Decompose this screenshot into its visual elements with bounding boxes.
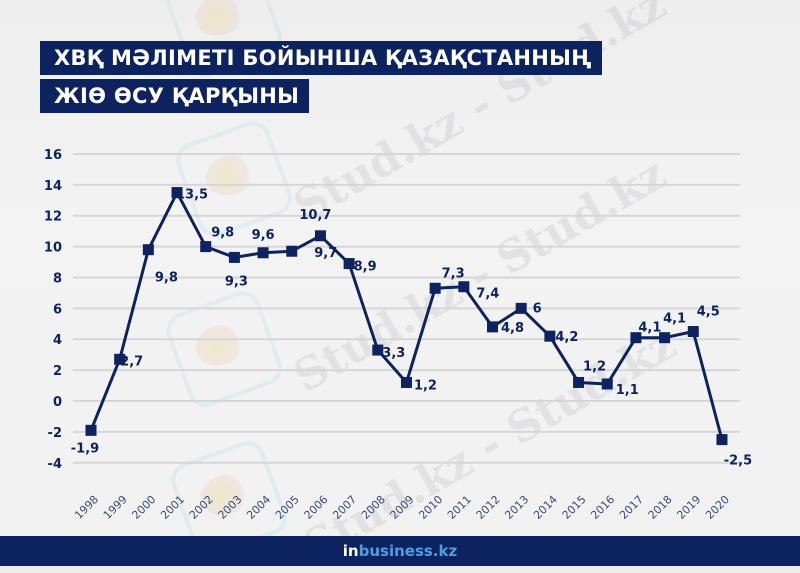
x-tick-label: 2012 bbox=[474, 493, 503, 522]
x-tick-label: 2018 bbox=[646, 493, 675, 522]
data-point-marker bbox=[171, 187, 183, 199]
data-point-marker bbox=[142, 244, 154, 256]
data-point-marker bbox=[286, 245, 298, 257]
data-point-marker bbox=[257, 247, 269, 259]
footer-bar: inbusiness.kz bbox=[0, 536, 800, 566]
data-label: 9,8 bbox=[155, 271, 178, 286]
x-tick-label: 2008 bbox=[359, 493, 388, 522]
data-label: -2,5 bbox=[724, 454, 752, 469]
data-point-markers bbox=[85, 187, 728, 446]
x-tick-label: 2020 bbox=[703, 493, 732, 522]
data-point-marker bbox=[400, 376, 412, 388]
y-tick-label: 12 bbox=[44, 210, 62, 225]
data-label: 9,7 bbox=[314, 246, 337, 261]
x-tick-label: 2004 bbox=[244, 493, 273, 522]
x-tick-label: 2019 bbox=[674, 493, 703, 522]
footer-brand-logo: inbusiness.kz bbox=[0, 542, 800, 560]
y-tick-label: 8 bbox=[53, 271, 62, 286]
data-point-marker bbox=[372, 344, 384, 356]
data-label: 1,2 bbox=[583, 359, 606, 374]
y-tick-label: 14 bbox=[44, 179, 62, 194]
data-label: 4,8 bbox=[501, 321, 524, 336]
data-point-marker bbox=[343, 258, 355, 270]
data-label: -1,9 bbox=[71, 441, 99, 456]
x-tick-label: 2007 bbox=[330, 493, 359, 522]
data-point-marker bbox=[85, 424, 97, 436]
data-label: 10,7 bbox=[299, 208, 331, 223]
data-label: 3,3 bbox=[382, 346, 405, 361]
data-label: 1,2 bbox=[414, 378, 437, 393]
data-label: 9,6 bbox=[252, 228, 275, 243]
data-point-marker bbox=[458, 281, 470, 293]
x-tick-label: 2005 bbox=[273, 493, 302, 522]
data-label: 4,1 bbox=[638, 321, 661, 336]
data-label: 8,9 bbox=[354, 260, 377, 275]
y-tick-label: 2 bbox=[53, 364, 62, 379]
x-tick-label: 2015 bbox=[560, 493, 589, 522]
x-tick-label: 1998 bbox=[72, 493, 101, 522]
x-tick-label: 2016 bbox=[588, 493, 617, 522]
data-label: 1,1 bbox=[616, 383, 639, 398]
data-label: 4,1 bbox=[663, 312, 686, 327]
data-point-marker bbox=[716, 434, 728, 446]
x-tick-label: 2014 bbox=[531, 493, 560, 522]
data-point-marker bbox=[687, 326, 699, 338]
data-point-marker bbox=[228, 251, 240, 263]
y-tick-label: 10 bbox=[44, 241, 62, 256]
chart-title-line-1: ХВҚ МӘЛІМЕТІ БОЙЫНША ҚАЗАҚСТАННЫҢ bbox=[40, 41, 602, 75]
x-tick-label: 2002 bbox=[187, 493, 216, 522]
data-point-marker bbox=[314, 230, 326, 242]
x-tick-label: 2001 bbox=[158, 493, 187, 522]
y-tick-label: -4 bbox=[48, 457, 62, 472]
x-tick-label: 2017 bbox=[617, 493, 646, 522]
chart-title-line-2: ЖІӨ ӨСУ ҚАРҚЫНЫ bbox=[40, 79, 310, 113]
data-label: 7,3 bbox=[442, 266, 465, 281]
data-point-marker bbox=[630, 332, 642, 344]
x-tick-label: 2009 bbox=[388, 493, 417, 522]
brand-prefix: in bbox=[342, 542, 359, 560]
data-point-marker bbox=[573, 376, 585, 388]
data-labels: -1,9 2,7 9,8 13,5 9,8 9,3 9,6 9,7 10,7 8,9 3,3 1,2 7… bbox=[71, 188, 752, 469]
y-tick-label: 4 bbox=[53, 333, 62, 348]
x-tick-label: 2000 bbox=[129, 493, 158, 522]
data-label: 7,4 bbox=[476, 287, 499, 302]
x-tick-label: 2010 bbox=[416, 493, 445, 522]
data-point-marker bbox=[487, 321, 499, 333]
y-tick-label: 6 bbox=[53, 302, 62, 317]
x-axis-ticks: 1998 1999 2000 2001 2002 2003 2004 2005 2006 2007… bbox=[72, 493, 732, 522]
data-point-marker bbox=[659, 332, 671, 344]
data-point-marker bbox=[515, 302, 527, 314]
data-label: 9,3 bbox=[225, 274, 248, 289]
y-tick-label: 0 bbox=[53, 395, 62, 410]
data-label: 9,8 bbox=[211, 226, 234, 241]
data-point-marker bbox=[544, 330, 556, 342]
brand-name: business.kz bbox=[358, 542, 458, 560]
data-point-marker bbox=[429, 282, 441, 294]
gridlines bbox=[73, 152, 740, 464]
data-label: 6 bbox=[533, 301, 542, 316]
data-point-marker bbox=[601, 378, 613, 390]
data-label: 4,5 bbox=[697, 305, 720, 320]
data-label: 13,5 bbox=[176, 188, 208, 203]
x-tick-label: 2006 bbox=[302, 493, 331, 522]
y-tick-label: 16 bbox=[44, 148, 62, 163]
x-tick-label: 2013 bbox=[502, 493, 531, 522]
x-tick-label: 2003 bbox=[216, 493, 245, 522]
x-tick-label: 1999 bbox=[101, 493, 130, 522]
y-axis-ticks: 16 14 12 10 8 6 4 2 0 -2 -4 bbox=[44, 148, 62, 472]
y-tick-label: -2 bbox=[48, 426, 62, 441]
data-label: 2,7 bbox=[120, 354, 143, 369]
gdp-growth-line bbox=[89, 191, 724, 440]
x-tick-label: 2011 bbox=[445, 493, 474, 522]
data-point-marker bbox=[114, 353, 126, 365]
data-label: 4,2 bbox=[555, 330, 578, 345]
data-point-marker bbox=[200, 241, 212, 253]
